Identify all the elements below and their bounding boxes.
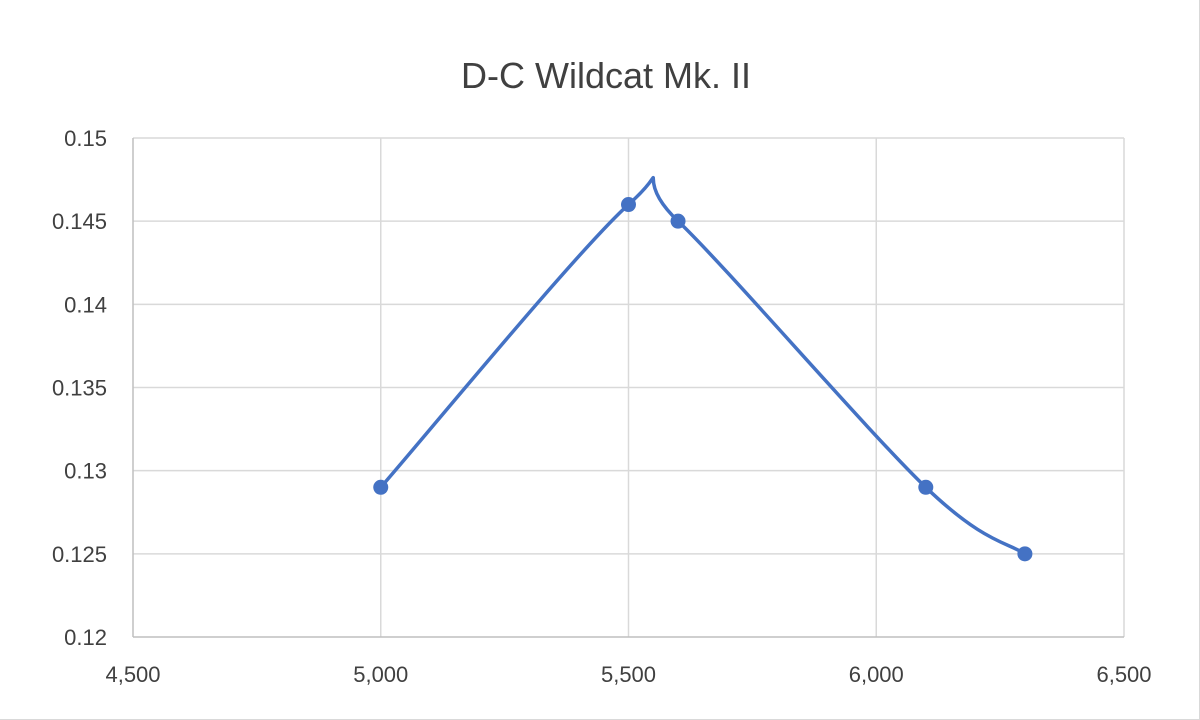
y-tick-label: 0.135 [52,376,107,401]
x-tick-label: 5,000 [353,662,408,687]
x-tick-label: 4,500 [105,662,160,687]
y-tick-label: 0.125 [52,542,107,567]
y-tick-label: 0.15 [64,126,107,151]
chart-title: D-C Wildcat Mk. II [461,55,751,96]
data-point [373,479,389,495]
gridlines [133,137,1125,637]
x-tick-label: 6,000 [849,662,904,687]
y-tick-label: 0.13 [64,459,107,484]
axes [132,138,1124,638]
x-tick-label: 6,500 [1096,662,1151,687]
x-tick-label: 5,500 [601,662,656,687]
data-point [621,197,636,213]
data-point [918,479,934,495]
y-tick-label: 0.145 [52,209,107,234]
y-tick-label: 0.14 [64,292,107,317]
data-point [1017,546,1033,562]
data-point [670,213,686,229]
y-tick-label: 0.12 [64,625,107,650]
series-line [379,175,1027,556]
y-axis-tick-labels: 0.12 0.125 0.13 0.135 0.14 0.145 0.15 [52,126,107,650]
x-axis-tick-labels: 4,500 5,000 5,500 6,000 6,500 [105,662,1151,687]
series [373,175,1033,562]
